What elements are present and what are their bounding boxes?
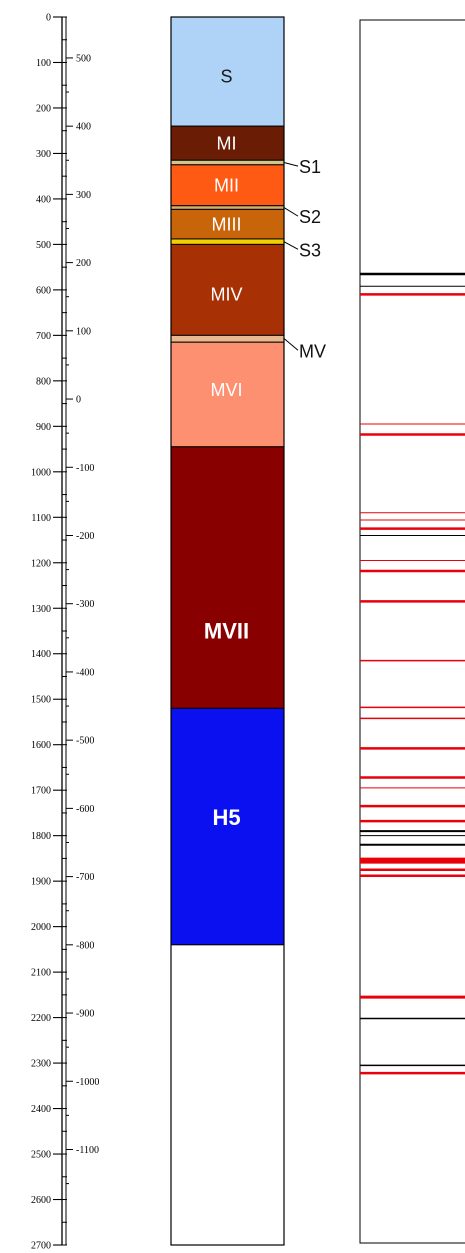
elevation-tick-label: -1000: [76, 1077, 99, 1088]
elevation-tick-label: -900: [76, 1009, 94, 1020]
depth-tick-label: 2200: [31, 1013, 51, 1024]
unit-label-miv: MIV: [210, 285, 242, 305]
callout-leader-s2: [283, 207, 299, 217]
depth-tick-label: 1600: [31, 740, 51, 751]
elevation-tick-label: -200: [76, 531, 94, 542]
unit-label-h5: H5: [212, 805, 240, 830]
depth-tick-label: 2400: [31, 1104, 51, 1115]
elevation-tick-label: -600: [76, 804, 94, 815]
elevation-tick-label: -100: [76, 463, 94, 474]
depth-axis: 0 100 200 300 400 500 600 700 800 900 1000 1100 1200…: [31, 13, 67, 1252]
unit-label-miii: MIII: [212, 215, 242, 235]
elevation-tick-label: 400: [76, 122, 91, 133]
depth-tick-label: 800: [36, 376, 51, 387]
depth-tick-label: 400: [36, 194, 51, 205]
lithology-column: S MI MII MIII MIV MVI MVII H5: [170, 16, 285, 1246]
depth-tick-label: 1500: [31, 695, 51, 706]
unit-block-mvi: [170, 341, 285, 448]
unit-label-mi: MI: [217, 134, 237, 154]
unit-block-basement: [170, 944, 285, 1246]
elevation-tick-label: 200: [76, 258, 91, 269]
callout-label-mv: MV: [299, 341, 326, 361]
depth-tick-label: 1100: [31, 513, 51, 524]
depth-tick-label: 1800: [31, 831, 51, 842]
depth-tick-label: 2000: [31, 922, 51, 933]
depth-tick-label: 2300: [31, 1059, 51, 1070]
column-outline: [170, 16, 285, 1246]
depth-tick-label: 900: [36, 422, 51, 433]
elevation-tick-label: 100: [76, 326, 91, 337]
unit-callouts: S1 S2 S3 MV: [283, 157, 326, 361]
unit-block-mv: [170, 334, 285, 343]
unit-label-mvii: MVII: [204, 619, 249, 644]
marker-panel: [359, 19, 465, 1244]
callout-leader-s1: [283, 162, 299, 167]
depth-tick-label: 1200: [31, 558, 51, 569]
callout-label-s3: S3: [299, 240, 321, 260]
depth-tick-label: 1400: [31, 649, 51, 660]
elevation-tick-label: 300: [76, 190, 91, 201]
unit-block-mvii: [170, 446, 285, 709]
elevation-tick-label: -700: [76, 872, 94, 883]
marker-panel-frame: [359, 19, 465, 1244]
depth-tick-label: 1900: [31, 877, 51, 888]
depth-tick-label: 600: [36, 285, 51, 296]
elevation-axis: 500 400 300 200 100 0 -100 -200 -300 -400 -500 -600…: [65, 17, 99, 1245]
callout-label-s1: S1: [299, 157, 321, 177]
depth-tick-label: 1000: [31, 467, 51, 478]
unit-block-s2: [170, 205, 285, 210]
callout-label-s2: S2: [299, 207, 321, 227]
unit-block-mii: [170, 164, 285, 207]
elevation-tick-label: -400: [76, 667, 94, 678]
elevation-tick-label: -500: [76, 736, 94, 747]
unit-block-s3: [170, 238, 285, 245]
elevation-tick-label: -300: [76, 599, 94, 610]
depth-tick-label: 2100: [31, 968, 51, 979]
depth-tick-label: 2700: [31, 1241, 51, 1252]
depth-tick-label: 700: [36, 331, 51, 342]
elevation-tick-label: -800: [76, 940, 94, 951]
depth-tick-label: 100: [36, 58, 51, 69]
callout-leader-mv: [283, 338, 299, 351]
unit-label-mii: MII: [214, 176, 239, 196]
depth-tick-label: 300: [36, 149, 51, 160]
depth-tick-label: 500: [36, 240, 51, 251]
elevation-tick-label: 500: [76, 53, 91, 64]
elevation-tick-label: -1100: [76, 1145, 99, 1156]
depth-tick-label: 2500: [31, 1150, 51, 1161]
unit-block-miii: [170, 208, 285, 240]
elevation-tick-label: 0: [76, 395, 81, 406]
depth-tick-label: 1300: [31, 604, 51, 615]
depth-tick-label: 0: [46, 13, 51, 24]
callout-leader-s3: [283, 241, 299, 250]
unit-label-s: S: [220, 66, 232, 86]
unit-label-mvi: MVI: [210, 380, 242, 400]
depth-tick-label: 200: [36, 103, 51, 114]
depth-tick-label: 1700: [31, 786, 51, 797]
unit-block-s1: [170, 159, 285, 166]
depth-tick-label: 2600: [31, 1195, 51, 1206]
